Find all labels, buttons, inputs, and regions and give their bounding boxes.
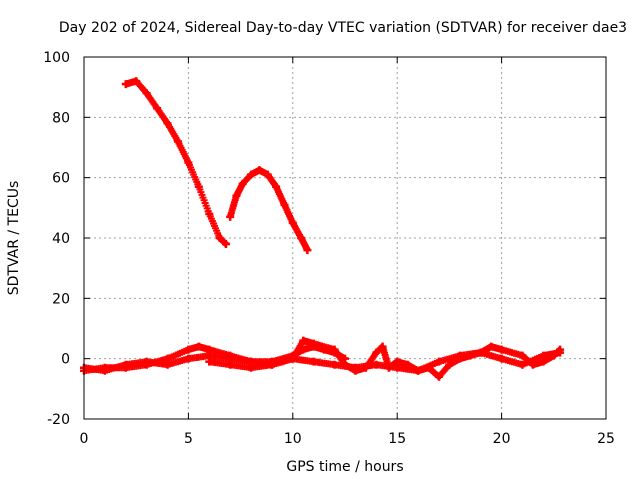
data-point (173, 137, 182, 146)
data-point (121, 80, 130, 89)
data-point (232, 191, 241, 200)
data-point (153, 104, 162, 113)
plot-frame (83, 56, 607, 420)
data-point (142, 89, 151, 98)
series-track-1 (121, 77, 230, 249)
y-axis-ticks: -20 0 20 40 60 80 100 (43, 50, 606, 428)
data-point (163, 354, 172, 363)
data-point (384, 363, 393, 372)
data-point (272, 182, 281, 191)
x-tick-label: 10 (284, 431, 302, 447)
data-point (497, 354, 506, 363)
data-point (215, 234, 224, 242)
chart-title: Day 202 of 2024, Sidereal Day-to-day VTE… (59, 20, 627, 36)
data-point (549, 351, 558, 360)
data-point (194, 182, 203, 191)
data-point (309, 357, 318, 366)
y-axis-label: SDTVAR / TECUs (6, 181, 22, 296)
y-tick-label: 0 (61, 352, 70, 368)
data-point (372, 348, 381, 357)
data-point (226, 212, 235, 221)
series-track-2 (226, 166, 312, 255)
data-point (163, 119, 172, 128)
data-point (466, 351, 475, 360)
data-point (403, 360, 412, 369)
data-point (303, 246, 312, 255)
data-point (247, 363, 256, 372)
data-point (445, 360, 454, 369)
data-point (414, 366, 423, 375)
x-axis-label: GPS time / hours (286, 459, 403, 475)
x-tick-label: 5 (184, 431, 193, 447)
data-point (184, 354, 193, 363)
y-tick-label: -20 (47, 412, 70, 428)
y-tick-label: 80 (52, 110, 70, 126)
data-point (424, 363, 433, 372)
data-point (434, 372, 443, 381)
data-point (184, 345, 193, 354)
x-axis-ticks: 0 5 10 15 20 25 (80, 57, 615, 447)
y-tick-label: 40 (52, 231, 70, 247)
data-point (528, 360, 537, 369)
data-point (205, 357, 214, 366)
data-point (263, 170, 272, 179)
data-point (309, 339, 318, 348)
data-point (476, 348, 485, 357)
data-point (267, 360, 276, 369)
data-point (142, 360, 151, 369)
y-tick-label: 60 (52, 171, 70, 187)
data-point (330, 345, 339, 354)
data-point (393, 357, 402, 366)
y-tick-label: 20 (52, 291, 70, 307)
data-point (205, 345, 214, 354)
data-point (378, 342, 387, 351)
data-point (487, 342, 496, 351)
data-point (297, 234, 306, 242)
data-point (299, 336, 308, 345)
data-point (288, 218, 297, 227)
x-tick-label: 25 (597, 431, 615, 447)
data-point (100, 363, 109, 372)
data-point (238, 179, 247, 188)
data-point (194, 342, 203, 351)
data-point (497, 345, 506, 354)
data-point (556, 345, 565, 354)
data-point (132, 77, 141, 86)
data-point (226, 351, 235, 360)
data-point (288, 354, 297, 363)
data-point (330, 360, 339, 369)
data-point (539, 357, 548, 366)
x-tick-label: 0 (80, 431, 89, 447)
data-point (221, 240, 230, 249)
data-point (121, 363, 130, 372)
y-tick-label: 100 (43, 50, 70, 66)
series-low-c (205, 336, 565, 381)
data-point (455, 354, 464, 363)
data-point (341, 360, 349, 369)
data-point (247, 170, 256, 179)
series-markers (226, 166, 311, 254)
data-point (255, 166, 264, 175)
data-point (518, 351, 527, 360)
data-point (226, 360, 235, 369)
data-point (372, 360, 381, 369)
data-point (361, 363, 370, 372)
x-tick-label: 20 (493, 431, 511, 447)
data-point (205, 209, 214, 218)
data-point (184, 158, 193, 167)
x-tick-label: 15 (388, 431, 406, 447)
series-markers (122, 77, 230, 248)
plot-series (80, 77, 565, 381)
data-point (434, 357, 443, 366)
data-point (351, 366, 360, 375)
data-point (518, 360, 527, 369)
data-point (280, 200, 289, 209)
